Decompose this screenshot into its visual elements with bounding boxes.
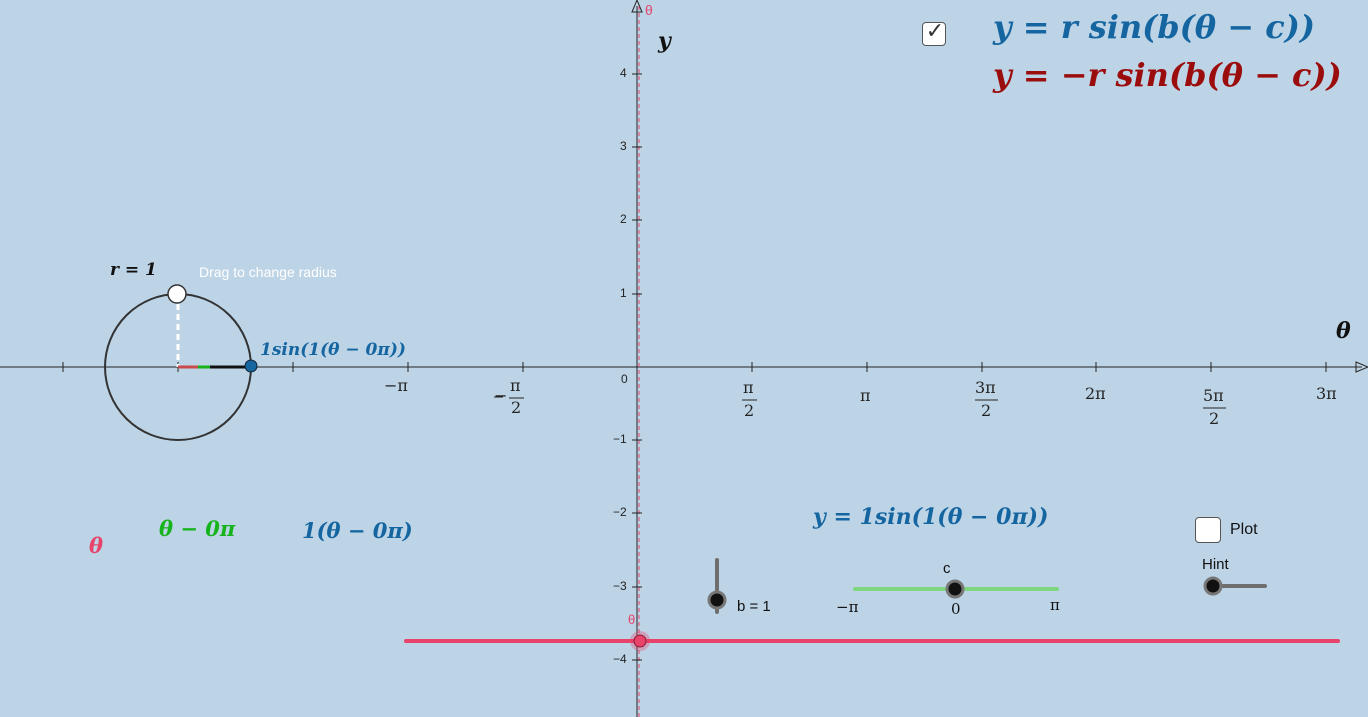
x-tick-neg-pi: −π [384,376,408,395]
expression-full: y = 1sin(1(θ − 0π)) [813,504,1049,530]
radius-drag-handle[interactable] [167,284,187,304]
y-ticks [632,73,642,661]
y-tick-label: 3 [620,139,627,153]
b-slider-label: b = 1 [737,598,771,615]
x-tick-five-half-pi-den: 2 [1209,409,1220,428]
x-tick-neg-half-pi-den: 2 [511,398,522,417]
c-slider-max: π [1050,596,1060,614]
x-tick-three-half-pi-num: 3π [975,378,996,397]
x-axis-label: θ [1336,318,1351,344]
x-tick-half-pi-den: 2 [744,401,755,420]
equation-positive: y = r sin(b(θ − c)) [993,8,1315,46]
x-tick-half-pi-num: π [743,378,754,397]
origin-label: 0 [621,372,628,386]
b-slider-knob[interactable] [707,590,727,610]
c-slider-zero: 0 [951,600,961,618]
drag-hint: Drag to change radius [199,264,337,280]
fraction-bars [494,396,1226,409]
theta-slider-knob[interactable] [633,634,647,648]
c-slider-min: −π [836,598,859,616]
plot-checkbox[interactable] [1195,517,1221,543]
checkmark-icon: ✓ [925,19,945,44]
x-tick-pi: π [860,386,871,405]
x-tick-neg-half-pi-sign: − [494,386,508,405]
radius-label: r = 1 [110,260,157,280]
expression-scaled: 1(θ − 0π) [302,518,413,543]
x-tick-three-pi: 3π [1316,384,1337,403]
y-axis-label: y [658,28,671,54]
c-slider-knob[interactable] [945,579,965,599]
theta-slider-label: θ [628,612,636,627]
hint-slider-label: Hint [1202,556,1229,573]
y-tick-label: −1 [613,432,627,446]
y-tick-label: −3 [613,579,627,593]
c-slider-label: c [943,560,951,577]
x-tick-neg-half-pi-num: π [510,376,521,395]
expression-theta: θ [89,533,104,558]
x-tick-two-pi: 2π [1085,384,1106,403]
y-tick-label: −2 [613,505,627,519]
x-tick-five-half-pi-num: 5π [1203,386,1224,405]
hint-slider-knob[interactable] [1203,576,1223,596]
equations-checkbox[interactable]: ✓ [922,19,946,46]
circle-point[interactable] [244,359,258,373]
y-tick-label: 4 [620,66,627,80]
plot-label: Plot [1230,521,1258,538]
circle-point-label: 1sin(1(θ − 0π)) [260,340,406,360]
y-tick-label: 1 [620,286,627,300]
equation-negative: y = −r sin(b(θ − c)) [993,56,1342,94]
theta-axis-marker: θ [645,2,653,18]
expression-shifted: θ − 0π [159,516,236,541]
y-tick-label: 2 [620,212,627,226]
x-axis-arrow [1355,361,1368,373]
x-tick-three-half-pi-den: 2 [981,401,992,420]
y-tick-label: −4 [613,652,627,666]
